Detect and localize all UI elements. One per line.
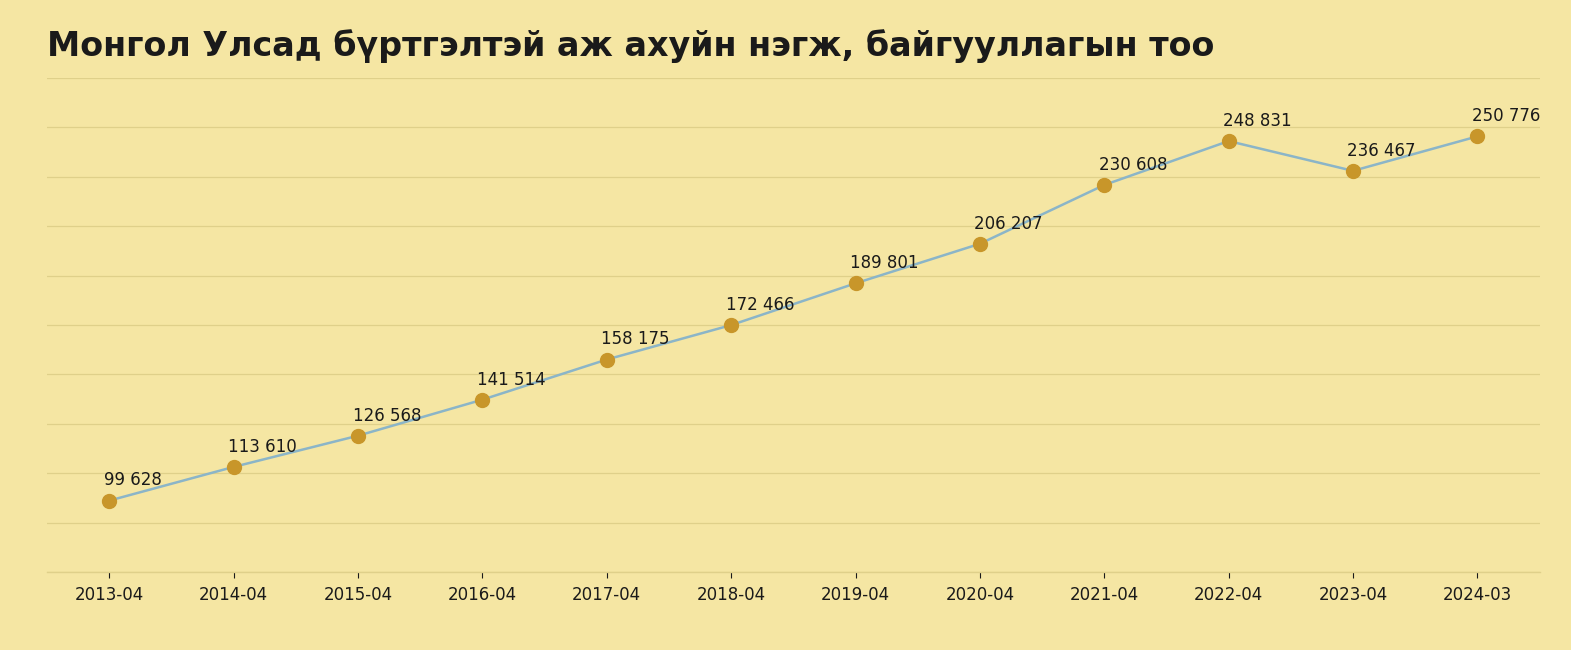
Point [844, 278, 869, 289]
Text: 248 831: 248 831 [1224, 112, 1291, 130]
Text: 230 608: 230 608 [1098, 156, 1167, 174]
Point [470, 395, 495, 405]
Text: 250 776: 250 776 [1472, 107, 1540, 125]
Point [718, 320, 743, 330]
Point [594, 354, 619, 365]
Point [1464, 131, 1489, 142]
Text: 236 467: 236 467 [1348, 142, 1415, 160]
Text: 158 175: 158 175 [602, 330, 669, 348]
Text: 99 628: 99 628 [104, 471, 162, 489]
Text: 141 514: 141 514 [478, 370, 545, 389]
Point [1340, 166, 1365, 176]
Text: 113 610: 113 610 [228, 438, 297, 456]
Text: 189 801: 189 801 [850, 254, 919, 272]
Point [968, 239, 993, 249]
Text: Монгол Улсад бүртгэлтэй аж ахуйн нэгж, байгууллагын тоо: Монгол Улсад бүртгэлтэй аж ахуйн нэгж, б… [47, 29, 1214, 63]
Point [346, 430, 371, 441]
Text: 126 568: 126 568 [352, 406, 421, 424]
Text: 172 466: 172 466 [726, 296, 793, 314]
Point [97, 495, 123, 506]
Text: 206 207: 206 207 [974, 214, 1043, 233]
Point [222, 462, 247, 472]
Point [1216, 136, 1241, 146]
Point [1092, 180, 1117, 190]
